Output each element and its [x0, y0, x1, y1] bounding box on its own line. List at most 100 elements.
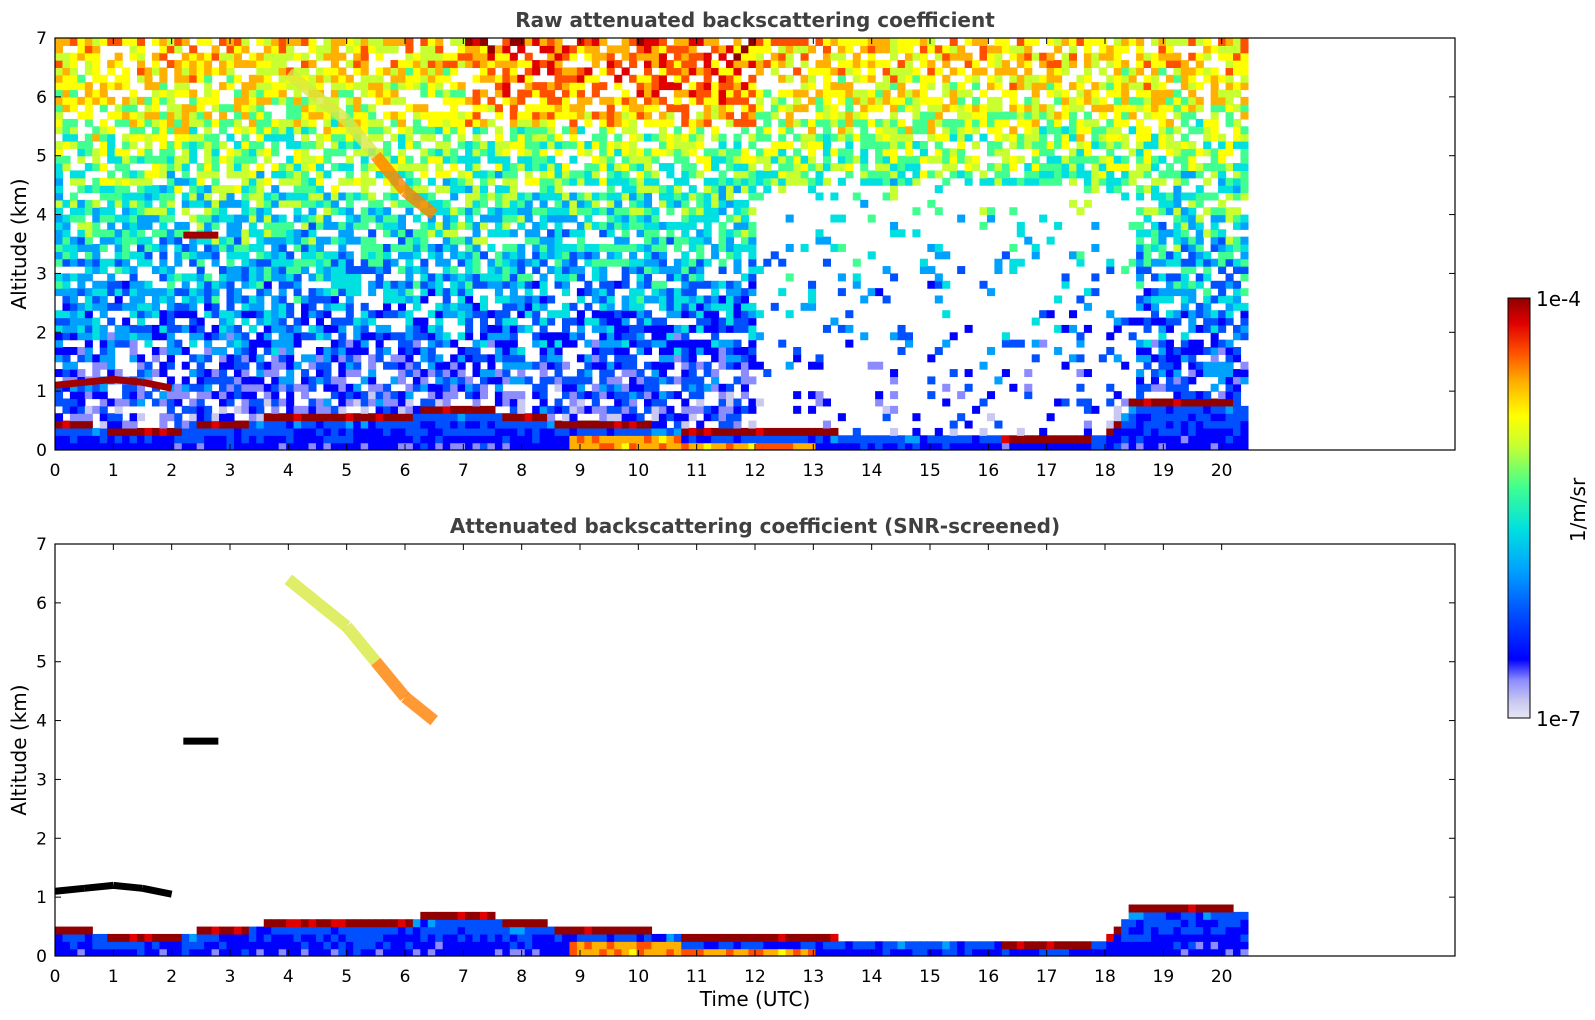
heatmap-cell: [703, 405, 712, 414]
heatmap-cell: [383, 155, 392, 164]
heatmap-cell: [345, 347, 354, 355]
heatmap-cell: [271, 185, 280, 194]
heatmap-cell: [509, 361, 518, 370]
heatmap-cell: [271, 199, 280, 208]
heatmap-cell: [614, 141, 623, 149]
heatmap-cell: [1024, 170, 1033, 179]
heatmap-cell: [696, 67, 705, 76]
heatmap-cell: [174, 82, 183, 91]
heatmap-cell: [166, 310, 175, 319]
heatmap-cell: [494, 133, 503, 142]
heatmap-cell: [867, 288, 876, 297]
heatmap-cell: [1061, 52, 1070, 61]
heatmap-cell: [248, 310, 257, 319]
heatmap-cell: [621, 170, 630, 179]
heatmap-cell: [338, 82, 347, 91]
heatmap-cell: [442, 118, 451, 127]
heatmap-cell: [666, 192, 675, 201]
heatmap-cell: [1068, 96, 1078, 105]
heatmap-cell: [651, 361, 660, 370]
heatmap-cell: [547, 251, 556, 260]
heatmap-cell: [114, 177, 123, 186]
heatmap-cell: [860, 442, 869, 450]
heatmap-cell: [353, 82, 362, 91]
heatmap-cell: [196, 324, 205, 333]
heatmap-cell: [293, 339, 302, 348]
heatmap-cell: [92, 405, 101, 414]
heatmap-cell: [405, 236, 414, 245]
heatmap-cell: [845, 118, 854, 127]
heatmap-cell: [554, 192, 563, 201]
heatmap-cell: [621, 163, 630, 172]
heatmap-cell: [688, 405, 697, 414]
heatmap-cell: [248, 74, 257, 83]
heatmap-cell: [875, 435, 884, 444]
heatmap-cell: [390, 391, 399, 400]
heatmap-cell: [666, 266, 675, 275]
heatmap-cell: [62, 104, 71, 113]
heatmap-cell: [949, 96, 958, 105]
heatmap-cell: [1046, 310, 1055, 319]
heatmap-cell: [1046, 38, 1055, 46]
heatmap-cell: [450, 214, 459, 223]
heatmap-cell: [263, 398, 272, 407]
heatmap-cell: [681, 354, 690, 363]
heatmap-cell: [166, 199, 175, 208]
heatmap-cell: [435, 45, 444, 54]
heatmap-cell: [338, 221, 347, 230]
heatmap-cell: [688, 192, 697, 201]
heatmap-cell: [532, 60, 541, 69]
heatmap-cell: [547, 405, 556, 414]
heatmap-cell: [673, 236, 682, 245]
heatmap-cell: [569, 258, 578, 267]
heatmap-cell: [517, 258, 526, 267]
heatmap-cell: [599, 148, 608, 157]
heatmap-cell: [994, 74, 1003, 83]
heatmap-cell: [554, 74, 563, 83]
heatmap-cell: [927, 244, 936, 252]
heatmap-cell: [405, 420, 414, 429]
heatmap-cell: [368, 420, 377, 429]
heatmap-cell: [554, 442, 563, 450]
heatmap-cell: [957, 442, 966, 450]
heatmap-cell: [271, 67, 280, 76]
heatmap-cell: [383, 383, 392, 392]
heatmap-cell: [241, 82, 250, 91]
heatmap-cell: [651, 177, 660, 186]
heatmap-cell: [345, 133, 354, 142]
heatmap-cell: [233, 251, 242, 260]
heatmap-cell: [196, 383, 205, 392]
heatmap-cell: [62, 52, 71, 61]
heatmap-cell: [509, 96, 518, 105]
heatmap-cell: [822, 236, 831, 245]
heatmap-cell: [122, 302, 131, 311]
heatmap-cell: [107, 177, 116, 186]
heatmap-cell: [822, 45, 831, 54]
heatmap-cell: [151, 244, 160, 252]
heatmap-cell: [837, 244, 846, 252]
heatmap-cell: [576, 67, 585, 76]
heatmap-cell: [301, 177, 310, 186]
heatmap-cell: [360, 420, 369, 429]
heatmap-cell: [151, 295, 160, 304]
heatmap-cell: [539, 236, 548, 245]
heatmap-cell: [599, 383, 608, 392]
heatmap-cell: [576, 244, 585, 252]
heatmap-cell: [353, 420, 362, 429]
heatmap-cell: [69, 60, 78, 69]
heatmap-cell: [174, 60, 183, 69]
heatmap-cell: [793, 148, 802, 157]
raw-heatmap: [55, 38, 1249, 450]
heatmap-cell: [681, 339, 690, 348]
heatmap-cell: [479, 442, 489, 450]
heatmap-cell: [144, 221, 153, 230]
heatmap-cell: [673, 427, 682, 436]
heatmap-cell: [226, 148, 235, 157]
heatmap-cell: [420, 185, 429, 194]
heatmap-cell: [994, 148, 1003, 157]
heatmap-cell: [55, 52, 64, 61]
heatmap-cell: [92, 148, 101, 157]
heatmap-cell: [271, 141, 280, 149]
heatmap-cell: [696, 251, 705, 260]
heatmap-cell: [957, 133, 966, 142]
